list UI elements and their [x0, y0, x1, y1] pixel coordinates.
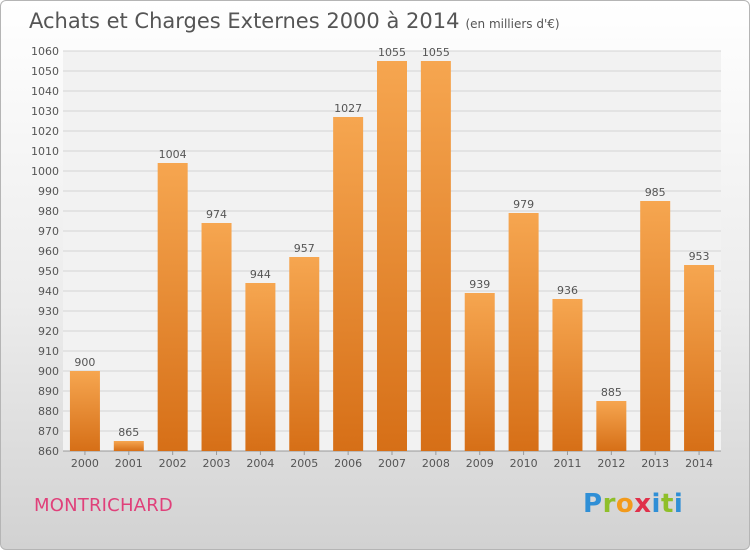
y-tick-label: 1010 [31, 145, 59, 158]
bar [377, 61, 407, 451]
y-tick-label: 920 [38, 325, 59, 338]
x-axis: 2000 2001 2002 2003 2004 2005 2006 2007 2008 2009… [71, 451, 713, 470]
bar-value-label: 979 [513, 198, 534, 211]
logo-letter: t [660, 489, 674, 519]
y-tick-label: 870 [38, 425, 59, 438]
y-axis: 860 870 880 890 900 910 920 930 940 950 960 970 980 9… [31, 45, 59, 458]
bar-value-label: 953 [689, 250, 710, 263]
x-tick-label: 2004 [246, 457, 274, 470]
y-tick-label: 960 [38, 245, 59, 258]
x-tick-label: 2002 [159, 457, 187, 470]
proxiti-logo[interactable]: Proxiti [583, 489, 683, 519]
bar [464, 293, 495, 451]
bar-value-label: 957 [294, 242, 315, 255]
x-tick-label: 2000 [71, 457, 99, 470]
logo-letter: P [583, 489, 603, 519]
bar-value-label: 885 [601, 386, 622, 399]
bar-value-label: 944 [250, 268, 271, 281]
bar [640, 201, 671, 451]
x-tick-label: 2010 [510, 457, 538, 470]
bar-value-label: 1055 [378, 46, 406, 59]
y-tick-label: 880 [38, 405, 59, 418]
bar-value-label: 1004 [159, 148, 187, 161]
y-tick-label: 930 [38, 305, 59, 318]
y-tick-label: 1020 [31, 125, 59, 138]
y-tick-label: 970 [38, 225, 59, 238]
bar-value-label: 900 [74, 356, 95, 369]
x-tick-label: 2009 [466, 457, 494, 470]
bar [69, 371, 100, 451]
x-tick-label: 2001 [115, 457, 143, 470]
bar [157, 163, 188, 451]
bar-value-label: 939 [469, 278, 490, 291]
x-tick-label: 2005 [290, 457, 318, 470]
bar [289, 257, 320, 451]
y-tick-label: 1050 [31, 65, 59, 78]
bar [113, 441, 144, 451]
logo-letter: x [634, 489, 652, 519]
bar [552, 299, 583, 451]
chart-title: Achats et Charges Externes 2000 à 2014 (e… [29, 9, 560, 33]
bar [596, 401, 627, 451]
bar-value-label: 1027 [334, 102, 362, 115]
bars [69, 61, 715, 451]
x-tick-label: 2003 [203, 457, 231, 470]
x-tick-label: 2012 [597, 457, 625, 470]
bar [420, 61, 451, 451]
y-tick-label: 1000 [31, 165, 59, 178]
bar [508, 213, 539, 451]
y-tick-label: 950 [38, 265, 59, 278]
bar-value-label: 1055 [422, 46, 450, 59]
bar [333, 117, 364, 451]
bar [201, 223, 232, 451]
bar-value-label: 974 [206, 208, 227, 221]
logo-letter: i [651, 489, 661, 519]
x-tick-label: 2014 [685, 457, 713, 470]
bar-value-label: 865 [118, 426, 139, 439]
y-tick-label: 860 [38, 445, 59, 458]
bar-value-label: 936 [557, 284, 578, 297]
y-tick-label: 1030 [31, 105, 59, 118]
bar [684, 265, 715, 451]
x-tick-label: 2011 [553, 457, 581, 470]
y-tick-label: 910 [38, 345, 59, 358]
y-tick-label: 940 [38, 285, 59, 298]
y-tick-label: 900 [38, 365, 59, 378]
x-tick-label: 2013 [641, 457, 669, 470]
logo-letter: o [615, 489, 635, 519]
bar-value-label: 985 [645, 186, 666, 199]
y-tick-label: 1060 [31, 45, 59, 58]
x-tick-label: 2007 [378, 457, 406, 470]
commune-name: MONTRICHARD [34, 495, 173, 516]
logo-letter: r [602, 489, 616, 519]
logo-letter: i [673, 489, 684, 519]
chart-title-text: Achats et Charges Externes 2000 à 2014 [29, 9, 460, 33]
x-tick-label: 2008 [422, 457, 450, 470]
y-tick-label: 1040 [31, 85, 59, 98]
y-tick-label: 980 [38, 205, 59, 218]
bar [245, 283, 276, 451]
y-tick-label: 890 [38, 385, 59, 398]
chart-subtitle: (en milliers d'€) [465, 17, 560, 31]
x-tick-label: 2006 [334, 457, 362, 470]
y-tick-label: 990 [38, 185, 59, 198]
value-labels: 900 865 1004 974 944 957 1027 1055 1055 939 979 936… [74, 46, 709, 439]
